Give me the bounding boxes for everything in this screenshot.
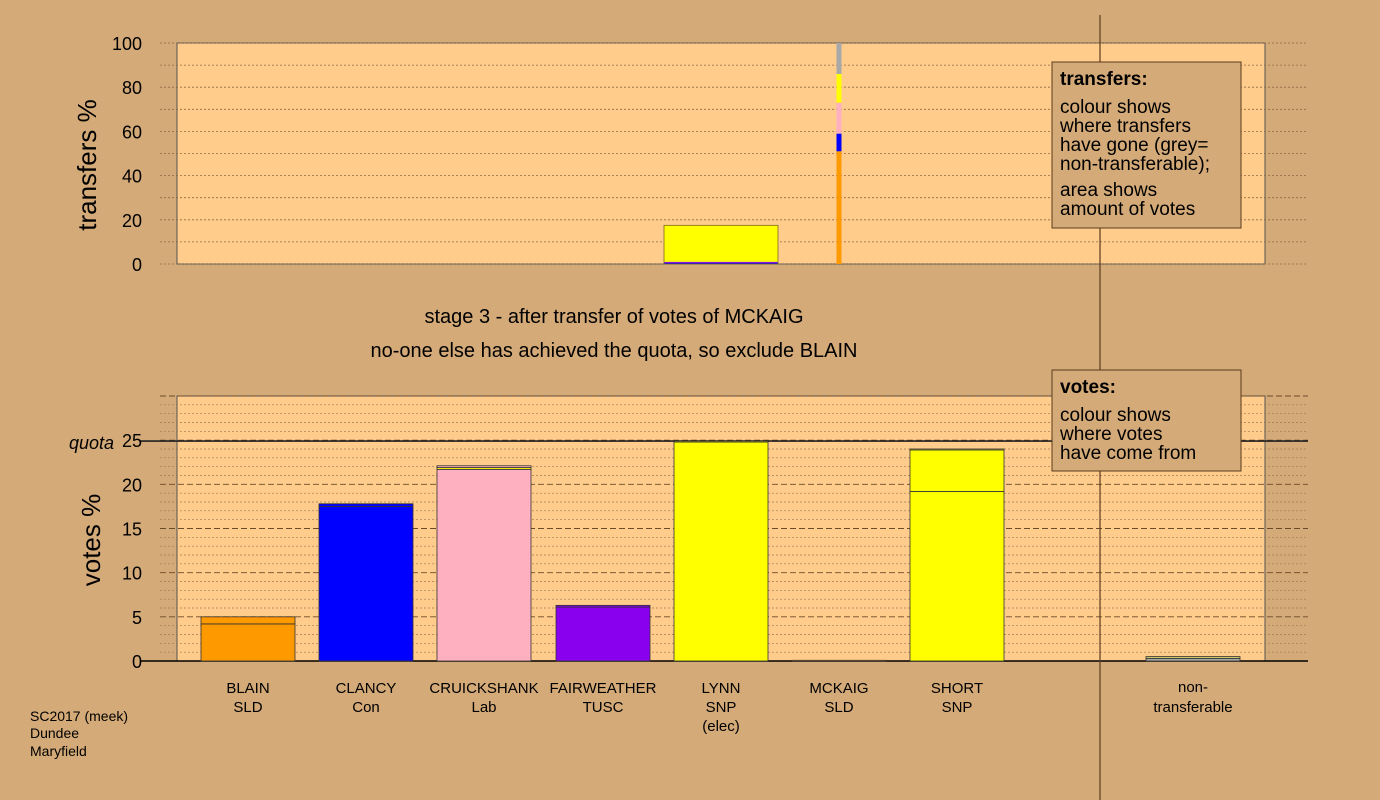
candidate-label: CRUICKSHANK xyxy=(429,680,538,697)
vote-segment xyxy=(436,465,532,468)
votes-tick-label: 10 xyxy=(122,564,142,584)
transfers-bars xyxy=(663,43,842,265)
transfers-tick-label: 60 xyxy=(122,122,142,142)
candidate-label: BLAIN xyxy=(226,680,269,697)
votes-tick-label: 5 xyxy=(132,608,142,628)
votes-y-ticks: 0 5 10 15 20 25 quota xyxy=(69,431,142,672)
candidate-label: transferable xyxy=(1153,699,1232,716)
candidate-label: SLD xyxy=(233,699,262,716)
candidate-label: FAIRWEATHER xyxy=(550,680,657,697)
footer-line: Dundee xyxy=(30,725,79,741)
votes-legend-line: colour shows xyxy=(1060,405,1171,426)
votes-legend-line: have come from xyxy=(1060,443,1196,464)
transfers-tick-label: 0 xyxy=(132,255,142,275)
candidate-label: TUSC xyxy=(583,699,624,716)
candidate-label: SHORT xyxy=(931,680,983,697)
quota-label: quota xyxy=(69,433,114,453)
transfers-legend-title: transfers: xyxy=(1060,69,1148,90)
transfers-legend-line: where transfers xyxy=(1059,116,1191,137)
candidate-label: (elec) xyxy=(702,718,740,735)
transfer-segment xyxy=(836,43,842,74)
candidate-label: non- xyxy=(1178,679,1208,696)
transfer-segment xyxy=(836,73,842,103)
transfer-segment xyxy=(836,102,842,134)
transfers-tick-label: 80 xyxy=(122,78,142,98)
vote-segment xyxy=(555,606,651,662)
candidate-label: Con xyxy=(352,699,380,716)
votes-bars xyxy=(200,440,1241,662)
votes-legend-title: votes: xyxy=(1060,377,1116,398)
candidate-label: LYNN xyxy=(702,680,741,697)
candidate-label: Lab xyxy=(471,699,496,716)
candidate-label: SNP xyxy=(942,699,973,716)
candidate-labels: BLAIN SLD CLANCY Con CRUICKSHANK Lab FAIRWEATH… xyxy=(226,679,1232,735)
vote-segment xyxy=(909,449,1005,492)
vote-segment xyxy=(200,616,296,625)
vote-segment xyxy=(791,659,887,662)
transfer-segment xyxy=(836,133,842,152)
footer-line: SC2017 (meek) xyxy=(30,708,128,724)
transfers-tick-label: 100 xyxy=(112,34,142,54)
transfers-legend-line: non-transferable); xyxy=(1060,154,1210,175)
vote-segment xyxy=(673,440,769,443)
footer-line: Maryfield xyxy=(30,743,87,759)
votes-legend: votes: colour shows where votes have com… xyxy=(1051,369,1242,472)
transfers-y-axis-title: transfers % xyxy=(72,99,102,231)
transfers-legend-line: area shows xyxy=(1060,180,1157,201)
candidate-label: SLD xyxy=(824,699,853,716)
vote-segment xyxy=(1145,656,1241,659)
vote-segment xyxy=(436,468,532,662)
transfer-bar-outline xyxy=(663,224,779,265)
votes-tick-label: 15 xyxy=(122,520,142,540)
transfers-y-ticks: 0 20 40 60 80 100 xyxy=(112,34,142,275)
transfers-legend-line: colour shows xyxy=(1060,97,1171,118)
vote-segment xyxy=(909,490,1005,662)
vote-segment xyxy=(318,506,414,662)
vote-segment xyxy=(318,503,414,507)
votes-y-axis-title: votes % xyxy=(76,494,106,587)
transfers-tick-label: 40 xyxy=(122,167,142,187)
transfers-tick-label: 20 xyxy=(122,211,142,231)
transfers-legend-line: have gone (grey= xyxy=(1060,135,1208,156)
transfers-legend-line: amount of votes xyxy=(1060,199,1195,220)
transfer-segment xyxy=(664,261,778,263)
vote-segment xyxy=(673,441,769,662)
vote-segment xyxy=(200,623,296,662)
vote-segment xyxy=(555,604,651,608)
transfers-legend: transfers: colour shows where transfers … xyxy=(1051,61,1242,229)
transfer-segment xyxy=(836,151,842,264)
votes-tick-label: 25 xyxy=(122,431,142,451)
votes-legend-line: where votes xyxy=(1059,424,1162,445)
candidate-label: CLANCY xyxy=(336,680,397,697)
vote-segment xyxy=(909,448,1005,451)
stage-line-1: stage 3 - after transfer of votes of MCK… xyxy=(424,306,803,328)
stage-line-2: no-one else has achieved the quota, so e… xyxy=(371,340,858,362)
candidate-label: MCKAIG xyxy=(809,680,868,697)
votes-tick-label: 20 xyxy=(122,475,142,495)
votes-tick-label: 0 xyxy=(132,652,142,672)
transfer-segment xyxy=(664,262,778,264)
transfer-segment xyxy=(664,225,778,262)
candidate-label: SNP xyxy=(706,699,737,716)
